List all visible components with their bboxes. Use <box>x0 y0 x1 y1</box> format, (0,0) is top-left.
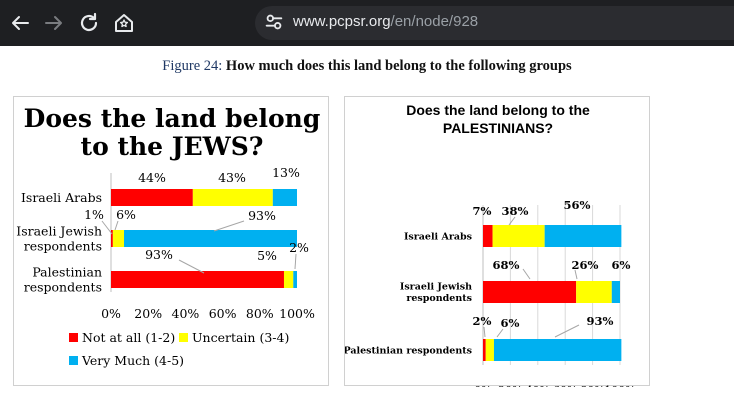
legend-swatch-uncertain <box>179 333 188 342</box>
x-tick-label: 60% <box>209 306 237 321</box>
x-tick-label: 20% <box>498 384 522 387</box>
leader-line <box>114 220 119 231</box>
legend-label: Not at all (1-2) <box>82 330 175 345</box>
data-label: 6% <box>501 316 520 330</box>
bar-very-much <box>272 189 297 206</box>
leader-line <box>178 259 205 274</box>
figure-caption-title: How much does this land belong to the fo… <box>225 58 572 74</box>
leader-line <box>101 220 113 235</box>
x-tick-label: 60% <box>553 384 577 387</box>
data-label: 93% <box>248 208 276 223</box>
data-label: 7% <box>473 204 492 218</box>
data-label: 56% <box>564 198 591 212</box>
bar-uncertain <box>283 271 294 288</box>
data-label: 2% <box>289 240 309 255</box>
x-tick-label: 0% <box>101 306 121 321</box>
data-label: 43% <box>218 170 246 185</box>
bar-very-much <box>611 281 620 303</box>
chart-title-line: Does the land belong to the <box>406 102 590 118</box>
reload-icon[interactable] <box>77 11 101 35</box>
data-label: 6% <box>116 207 136 222</box>
x-tick-label: 40% <box>526 384 550 387</box>
page-content: Figure 24: How much does this land belon… <box>0 46 734 412</box>
category-label: Palestinian <box>32 264 102 279</box>
legend-swatch-very-much <box>69 356 78 365</box>
chart-title-line: PALESTINIANS? <box>443 120 553 136</box>
chart-palestinians: Does the land belong to the PALESTINIANS?… <box>345 102 636 387</box>
bar-uncertain <box>112 230 125 247</box>
url-host: www.pcpsr.org <box>293 13 391 30</box>
bar-uncertain <box>485 339 494 361</box>
leader-line <box>554 324 580 338</box>
data-label: 44% <box>138 170 166 185</box>
leader-line <box>483 326 486 338</box>
bar-uncertain <box>576 281 612 303</box>
bar-very-much <box>293 271 297 288</box>
bar-not-at-all <box>111 189 193 206</box>
url-text[interactable]: www.pcpsr.org/en/node/928 <box>293 13 478 30</box>
data-label: 6% <box>612 258 631 272</box>
bar-uncertain <box>492 225 545 247</box>
chart-jews-panel: Does the land belong to the JEWS? Israeli … <box>13 96 329 386</box>
forward-arrow-icon[interactable] <box>42 11 66 35</box>
leader-line <box>496 328 504 338</box>
data-label: 26% <box>572 258 599 272</box>
x-tick-label: 80% <box>246 306 274 321</box>
bar-not-at-all <box>483 339 486 361</box>
x-tick-label: 20% <box>134 306 162 321</box>
legend-label: Very Much (4-5) <box>81 353 184 368</box>
leader-line <box>522 268 531 280</box>
chart-title-line: Does the land belong <box>24 104 321 133</box>
x-tick-label: 0% <box>474 384 491 387</box>
url-path: /en/node/928 <box>390 13 479 30</box>
chart-title-line: to the JEWS? <box>81 132 264 161</box>
category-label: Israeli Jewish <box>400 282 472 293</box>
bar-uncertain <box>192 189 273 206</box>
bar-not-at-all <box>483 281 577 303</box>
data-label: 68% <box>493 258 520 272</box>
address-bar[interactable] <box>255 6 734 40</box>
leader-line <box>574 269 578 280</box>
leader-line <box>294 253 297 270</box>
bar-very-much <box>544 225 622 247</box>
data-label: 13% <box>272 165 300 180</box>
legend-label: Uncertain (3-4) <box>192 330 289 345</box>
figure-caption-prefix: Figure 24: <box>162 58 226 74</box>
category-label: respondents <box>406 293 472 304</box>
site-info-icon[interactable] <box>263 11 285 33</box>
data-label: 93% <box>145 247 173 262</box>
chart-palestinians-panel: Does the land belong to the PALESTINIANS?… <box>344 96 650 387</box>
data-label: 1% <box>84 207 104 222</box>
data-label: 5% <box>257 248 277 263</box>
x-tick-label: 100% <box>604 384 635 387</box>
leader-line <box>508 216 516 226</box>
leader-line <box>213 220 245 232</box>
legend-swatch-not-at-all <box>69 333 78 342</box>
x-tick-label: 100% <box>279 306 315 321</box>
bar-very-much <box>493 339 622 361</box>
data-label: 38% <box>502 204 529 218</box>
x-tick-label: 80% <box>580 384 604 387</box>
category-label: Israeli Arabs <box>21 190 102 205</box>
category-label: Palestinian respondents <box>345 345 472 356</box>
data-label: 93% <box>587 314 614 328</box>
back-arrow-icon[interactable] <box>8 11 32 35</box>
bar-very-much <box>124 230 298 247</box>
bar-not-at-all <box>111 230 113 247</box>
bar-not-at-all <box>483 225 493 247</box>
data-label: 2% <box>473 314 492 328</box>
x-tick-label: 40% <box>172 306 200 321</box>
figure-caption: Figure 24: How much does this land belon… <box>0 58 734 75</box>
category-label: Israeli Arabs <box>404 231 472 242</box>
bar-not-at-all <box>111 271 284 288</box>
category-label: Israeli Jewish <box>16 223 102 238</box>
browser-toolbar: www.pcpsr.org/en/node/928 <box>0 0 734 46</box>
home-icon[interactable] <box>112 11 136 35</box>
category-label: respondents <box>24 238 102 253</box>
category-label: respondents <box>24 279 102 294</box>
